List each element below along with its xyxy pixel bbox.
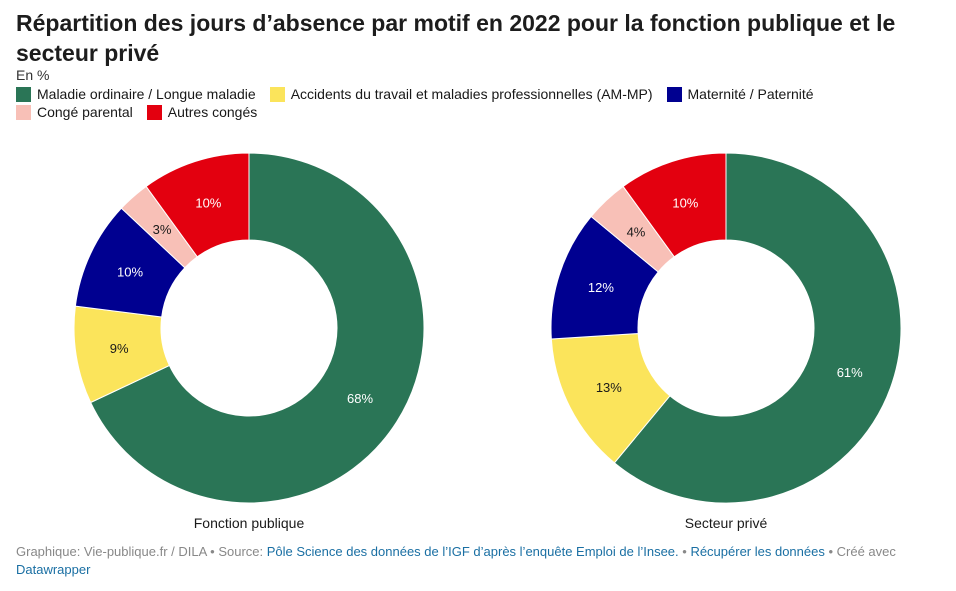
footer-created-with: • Créé avec — [824, 544, 896, 559]
slice-fonction-publique-autres — [145, 152, 250, 258]
donut-secteur-prive: 61% 13% 12% 4% 10% — [550, 152, 902, 504]
slice-label-secteur-prive-maladie: 61% — [837, 365, 863, 380]
legend-swatch-conge-parental — [16, 104, 31, 120]
get-data-link[interactable]: Récupérer les données — [690, 544, 825, 559]
footer-separator: • — [678, 544, 691, 559]
legend-label-maladie: Maladie ordinaire / Longue maladie — [37, 86, 256, 102]
donut-title-secteur-prive: Secteur privé — [685, 515, 768, 531]
slice-label-fonction-publique-maternite: 10% — [117, 265, 143, 280]
legend-label-autres: Autres congés — [167, 104, 258, 120]
slice-label-fonction-publique-maladie: 68% — [347, 391, 373, 406]
footer-credit: Graphique: Vie-publique.fr / DILA • Sour… — [16, 544, 267, 559]
donut-fonction-publique: 68% 9% 10% 3% 10% — [73, 152, 425, 504]
chart-title: Répartition des jours d’absence par moti… — [16, 10, 896, 66]
slice-label-fonction-publique-autres: 10% — [195, 195, 221, 210]
slice-secteur-prive-maladie — [613, 152, 902, 504]
legend-item-maternite: Maternité / Paternité — [666, 85, 814, 103]
slice-label-secteur-prive-maternite: 12% — [588, 280, 614, 295]
legend-label-maternite: Maternité / Paternité — [687, 86, 814, 102]
slice-fonction-publique-maladie — [89, 152, 425, 504]
datawrapper-link[interactable]: Datawrapper — [16, 562, 91, 577]
slice-label-secteur-prive-conge-parental: 4% — [627, 225, 646, 240]
legend-swatch-maternite — [666, 86, 682, 102]
legend-item-maladie: Maladie ordinaire / Longue maladie — [16, 85, 256, 103]
legend-label-conge-parental: Congé parental — [37, 104, 133, 120]
legend-item-conge-parental: Congé parental — [16, 103, 133, 121]
source-link[interactable]: Pôle Science des données de l’IGF d’aprè… — [266, 544, 679, 559]
slice-label-fonction-publique-conge-parental: 3% — [153, 222, 172, 237]
slice-label-secteur-prive-autres: 10% — [672, 195, 698, 210]
legend-item-accidents: Accidents du travail et maladies profess… — [269, 85, 653, 103]
donut-charts: 68% 9% 10% 3% 10% 61% 13% 12% 4% 10% Fonction pu… — [73, 152, 902, 531]
legend: Maladie ordinaire / Longue maladie Accid… — [16, 85, 946, 121]
slice-label-secteur-prive-accidents: 13% — [596, 380, 622, 395]
donut-title-fonction-publique: Fonction publique — [194, 515, 305, 531]
slice-secteur-prive-autres — [622, 152, 727, 258]
legend-item-autres: Autres congés — [146, 103, 258, 121]
footer: Graphique: Vie-publique.fr / DILA • Sour… — [16, 543, 951, 579]
legend-swatch-autres — [146, 104, 162, 120]
chart-subtitle: En % — [16, 67, 50, 83]
legend-swatch-maladie — [16, 86, 31, 102]
slice-label-fonction-publique-accidents: 9% — [110, 341, 129, 356]
legend-swatch-accidents — [269, 86, 285, 102]
legend-label-accidents: Accidents du travail et maladies profess… — [290, 86, 653, 102]
